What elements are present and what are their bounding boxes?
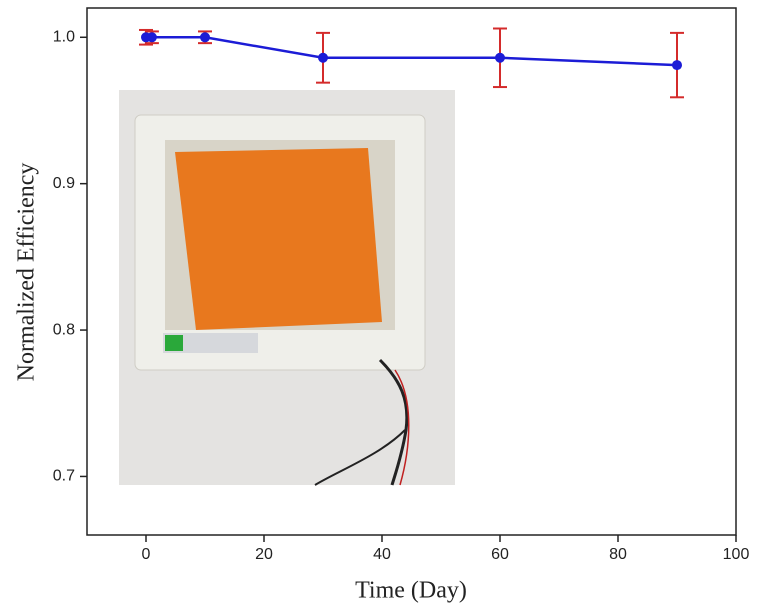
point <box>495 52 505 63</box>
series-line <box>146 36 678 67</box>
plot-frame <box>86 7 737 536</box>
point <box>146 32 157 43</box>
y-axis-label: Normalized Efficiency <box>14 163 40 382</box>
point <box>672 60 682 71</box>
x-tick-label: 40 <box>373 546 391 563</box>
point <box>318 52 328 63</box>
x-tick-label: 0 <box>142 546 151 563</box>
x-tick-label: 80 <box>609 546 627 563</box>
y-tick-label: 0.9 <box>53 175 75 192</box>
inset-photo <box>119 90 455 486</box>
x-tick-label: 60 <box>491 546 509 563</box>
y-tick-label: 0.8 <box>53 321 75 338</box>
y-tick-label: 0.7 <box>53 468 75 485</box>
x-axis-label: Time (Day) <box>355 578 467 604</box>
x-tick-label: 100 <box>723 546 750 563</box>
y-tick-label: 1.0 <box>53 28 75 45</box>
point <box>200 32 210 43</box>
x-tick-label: 20 <box>255 546 273 563</box>
